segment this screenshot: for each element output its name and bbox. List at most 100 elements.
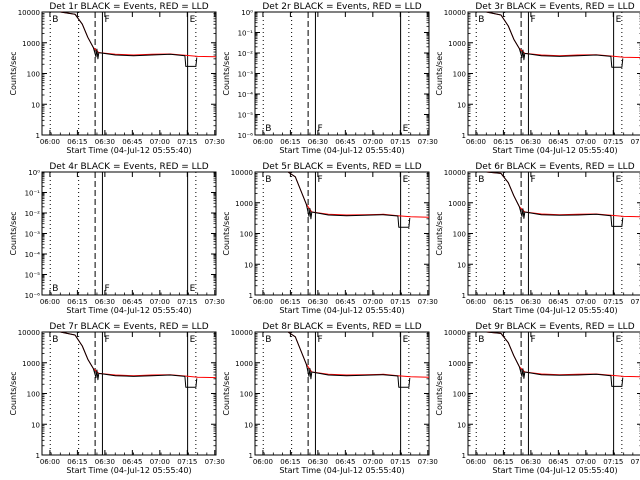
y-tick-label: 1000	[448, 200, 466, 208]
x-tick-label: 06:30	[95, 138, 115, 146]
x-tick-label: 07:30	[205, 458, 225, 466]
y-axis-label: Counts/sec	[435, 211, 444, 255]
x-axis-label: Start Time (04-Jul-12 05:55:40)	[492, 306, 617, 315]
y-axis-label: Counts/sec	[222, 371, 231, 415]
time-marker-label: E	[403, 124, 409, 134]
x-tick-label: 06:00	[253, 138, 273, 146]
y-tick-label: 10	[457, 261, 466, 269]
x-tick-label: 07:30	[418, 298, 438, 306]
x-tick-label: 07:00	[576, 138, 596, 146]
x-axis-label: Start Time (04-Jul-12 05:55:40)	[66, 466, 191, 475]
x-tick-label: 06:45	[335, 458, 355, 466]
y-tick-label: 10	[31, 101, 40, 109]
x-tick-label: 07:30	[205, 138, 225, 146]
plot-frame	[254, 331, 430, 456]
plot-frame	[467, 171, 640, 296]
x-tick-label: 06:00	[466, 138, 486, 146]
y-tick-label: 10⁻⁶	[238, 132, 254, 140]
x-axis-label: Start Time (04-Jul-12 05:55:40)	[492, 146, 617, 155]
x-tick-label: 06:45	[548, 298, 568, 306]
x-axis-label: Start Time (04-Jul-12 05:55:40)	[279, 466, 404, 475]
chart-title: Det 1r BLACK = Events, RED = LLD	[49, 2, 208, 12]
time-marker-label: F	[104, 15, 109, 25]
events-series-line	[42, 11, 198, 67]
chart-panel-4: Det 4r BLACK = Events, RED = LLD 10⁻⁶ 10⁻⁵…	[9, 162, 225, 315]
y-axis-label: Counts/sec	[9, 51, 18, 95]
x-tick-label: 06:30	[308, 298, 328, 306]
time-marker-label: F	[104, 335, 109, 345]
x-tick-label: 07:00	[150, 298, 170, 306]
y-tick-label: 10⁻³	[238, 71, 254, 79]
y-tick-label: 10000	[444, 169, 466, 177]
x-tick-label: 06:00	[466, 458, 486, 466]
time-marker-label: B	[265, 175, 271, 185]
y-tick-label: 100	[240, 231, 253, 239]
chart-panel-3: Det 3r BLACK = Events, RED = LLD 1 10 100 10…	[435, 2, 640, 155]
x-tick-label: 06:15	[67, 138, 87, 146]
x-axis-label: Start Time (04-Jul-12 05:55:40)	[492, 466, 617, 475]
chart-title: Det 4r BLACK = Events, RED = LLD	[49, 162, 208, 172]
x-tick-label: 06:45	[122, 458, 142, 466]
lld-series-line	[468, 11, 640, 59]
chart-panel-1: Det 1r BLACK = Events, RED = LLD 1 10 100 10…	[9, 2, 225, 155]
y-tick-label: 10⁻²	[238, 50, 254, 58]
x-tick-label: 06:15	[493, 138, 513, 146]
y-axis-label: Counts/sec	[435, 371, 444, 415]
y-tick-label: 1000	[22, 360, 40, 368]
lld-series-line	[468, 331, 640, 378]
x-tick-label: 06:15	[280, 138, 300, 146]
plot-frame	[41, 171, 217, 296]
time-marker-label: E	[190, 335, 196, 345]
time-marker-label: E	[616, 335, 622, 345]
time-marker-label: F	[317, 175, 322, 185]
time-marker-label: B	[478, 175, 484, 185]
x-tick-label: 07:15	[177, 138, 197, 146]
y-tick-label: 10	[457, 101, 466, 109]
time-marker-label: E	[190, 15, 196, 25]
x-tick-label: 06:15	[493, 458, 513, 466]
y-tick-label: 10	[457, 421, 466, 429]
y-axis-label: Counts/sec	[222, 51, 231, 95]
y-tick-label: 1000	[235, 200, 253, 208]
y-tick-label: 1000	[448, 360, 466, 368]
x-tick-label: 07:30	[205, 298, 225, 306]
time-marker-label: B	[265, 335, 271, 345]
y-tick-label: 10⁻⁵	[25, 272, 41, 280]
y-tick-label: 10⁻⁵	[238, 112, 254, 120]
y-tick-label: 1	[36, 132, 40, 140]
time-marker-label: E	[616, 175, 622, 185]
time-marker-label: E	[190, 284, 196, 294]
y-axis-label: Counts/sec	[222, 211, 231, 255]
time-marker-label: B	[52, 284, 58, 294]
y-tick-label: 100	[453, 71, 466, 79]
chart-panel-9: Det 9r BLACK = Events, RED = LLD 1 10 100 10…	[435, 322, 640, 475]
y-tick-label: 10000	[231, 169, 253, 177]
x-tick-label: 07:15	[390, 458, 410, 466]
x-tick-label: 07:15	[390, 138, 410, 146]
time-marker-label: F	[530, 15, 535, 25]
time-marker-label: F	[530, 175, 535, 185]
y-axis-label: Counts/sec	[9, 211, 18, 255]
plot-frame	[467, 331, 640, 456]
x-tick-label: 06:45	[122, 138, 142, 146]
x-tick-label: 07:00	[576, 298, 596, 306]
chart-panel-6: Det 6r BLACK = Events, RED = LLD 1 10 100 10…	[435, 162, 640, 315]
y-tick-label: 10⁰	[241, 9, 253, 17]
x-tick-label: 06:00	[40, 298, 60, 306]
time-marker-label: B	[478, 335, 484, 345]
x-tick-label: 06:00	[40, 138, 60, 146]
x-tick-label: 07:30	[418, 138, 438, 146]
x-tick-label: 06:30	[95, 298, 115, 306]
chart-panel-8: Det 8r BLACK = Events, RED = LLD 1 10 100 10…	[222, 322, 438, 475]
y-tick-label: 10⁻³	[25, 231, 41, 239]
y-tick-label: 10⁻¹	[238, 30, 254, 38]
time-marker-label: E	[403, 175, 409, 185]
y-tick-label: 1	[462, 452, 466, 460]
x-axis-label: Start Time (04-Jul-12 05:55:40)	[66, 306, 191, 315]
y-tick-label: 1000	[22, 40, 40, 48]
x-tick-label: 06:15	[67, 458, 87, 466]
x-axis-label: Start Time (04-Jul-12 05:55:40)	[279, 146, 404, 155]
x-tick-label: 07:15	[177, 458, 197, 466]
y-tick-label: 100	[453, 231, 466, 239]
x-axis-label: Start Time (04-Jul-12 05:55:40)	[279, 306, 404, 315]
